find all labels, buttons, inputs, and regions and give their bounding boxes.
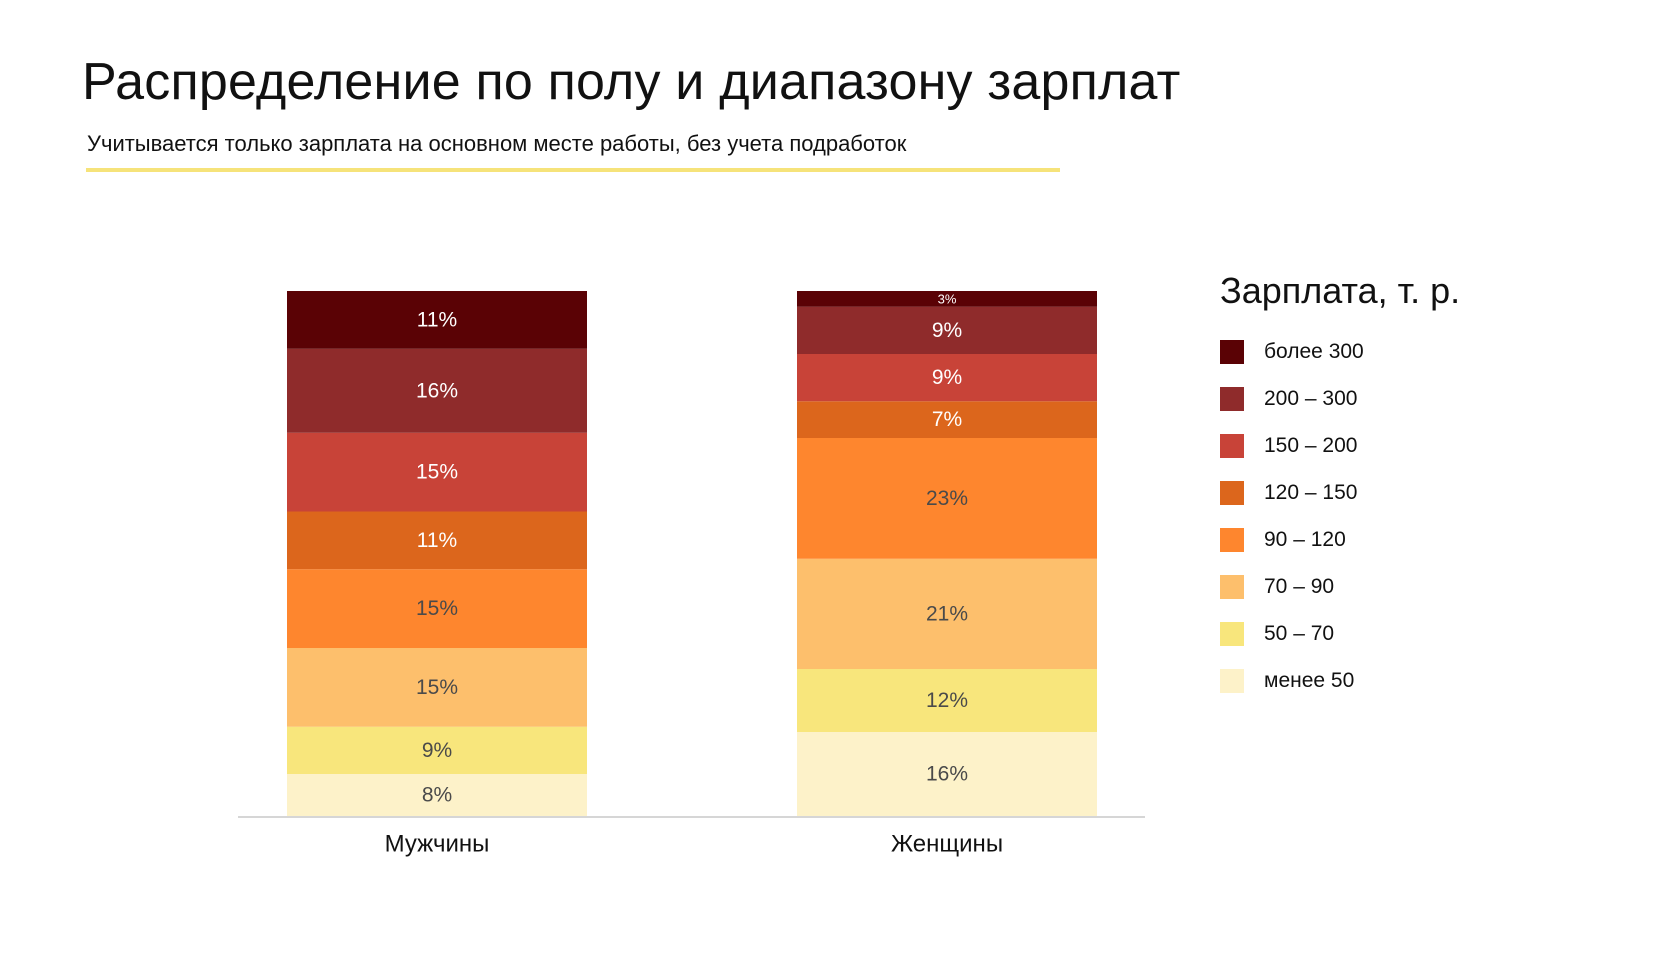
- x-tick-label: Женщины: [891, 831, 1003, 858]
- legend-swatch: [1220, 574, 1244, 599]
- bar-value-label: 15%: [416, 597, 458, 620]
- bar-value-label: 16%: [926, 763, 968, 786]
- legend-label: 200 – 300: [1264, 386, 1358, 410]
- legend-label: 70 – 90: [1264, 574, 1335, 598]
- subtitle-underline: [86, 168, 1060, 172]
- legend-label: 120 – 150: [1264, 480, 1358, 504]
- bar-value-label: 16%: [416, 379, 458, 402]
- bar-segment: [797, 306, 1097, 354]
- bar-segment: [287, 432, 587, 512]
- legend-items: более 300 200 – 300 150 – 200 120 – 150 90 –…: [1220, 328, 1460, 704]
- bar-segment: [287, 569, 587, 648]
- bar-value-label: 9%: [422, 739, 452, 762]
- bar-value-label: 11%: [417, 308, 457, 331]
- legend-item: более 300: [1220, 328, 1460, 375]
- legend-item: менее 50: [1220, 657, 1460, 704]
- bar-value-label: 23%: [926, 487, 968, 510]
- bar-value-label: 15%: [416, 461, 458, 484]
- legend: Зарплата, т. р. более 300 200 – 300 150 – …: [1220, 270, 1460, 704]
- legend-title: Зарплата, т. р.: [1220, 270, 1461, 311]
- legend-item: 50 – 70: [1220, 610, 1460, 657]
- legend-swatch: [1220, 527, 1244, 552]
- legend-item: 120 – 150: [1220, 469, 1460, 516]
- legend-swatch: [1220, 433, 1244, 458]
- legend-item: 90 – 120: [1220, 516, 1460, 563]
- page-title: Распределение по полу и диапазону зарпла…: [82, 53, 1181, 111]
- legend-swatch: [1220, 386, 1244, 411]
- bar-value-label: 15%: [416, 676, 458, 699]
- legend-swatch: [1220, 621, 1244, 646]
- bar-value-label: 21%: [926, 602, 968, 625]
- legend-label: 90 – 120: [1264, 527, 1346, 551]
- legend-label: 50 – 70: [1264, 621, 1335, 645]
- bar-value-label: 9%: [932, 319, 962, 342]
- bar-value-label: 3%: [938, 291, 957, 306]
- legend-swatch: [1220, 668, 1244, 693]
- legend-label: 150 – 200: [1264, 433, 1358, 457]
- bar-value-label: 8%: [422, 784, 452, 807]
- bar-segment: [797, 291, 1097, 307]
- bar-value-label: 11%: [417, 529, 457, 552]
- legend-item: 200 – 300: [1220, 375, 1460, 422]
- legend-item: 70 – 90: [1220, 563, 1460, 610]
- legend-item: 150 – 200: [1220, 422, 1460, 469]
- bar-segment: [287, 726, 587, 774]
- bar-segment: [797, 438, 1097, 559]
- legend-label: менее 50: [1264, 668, 1355, 692]
- bar-segment: [797, 732, 1097, 816]
- bar-segment: [287, 348, 587, 433]
- bar-segment: [287, 511, 587, 570]
- bar-segment: [797, 558, 1097, 669]
- bar-value-label: 12%: [926, 689, 968, 712]
- bar-segment: [287, 774, 587, 816]
- bar-segment: [797, 354, 1097, 402]
- bar-value-label: 7%: [932, 408, 962, 431]
- legend-swatch: [1220, 480, 1244, 505]
- bar-value-label: 9%: [932, 366, 962, 389]
- bar-segment: [287, 291, 587, 349]
- x-tick-label: Мужчины: [385, 831, 490, 858]
- page-subtitle: Учитывается только зарплата на основном …: [87, 131, 907, 156]
- bar-segment: [797, 669, 1097, 732]
- legend-swatch: [1220, 339, 1244, 364]
- legend-label: более 300: [1264, 339, 1364, 363]
- bar-segment: [287, 648, 587, 727]
- bar-segment: [797, 401, 1097, 438]
